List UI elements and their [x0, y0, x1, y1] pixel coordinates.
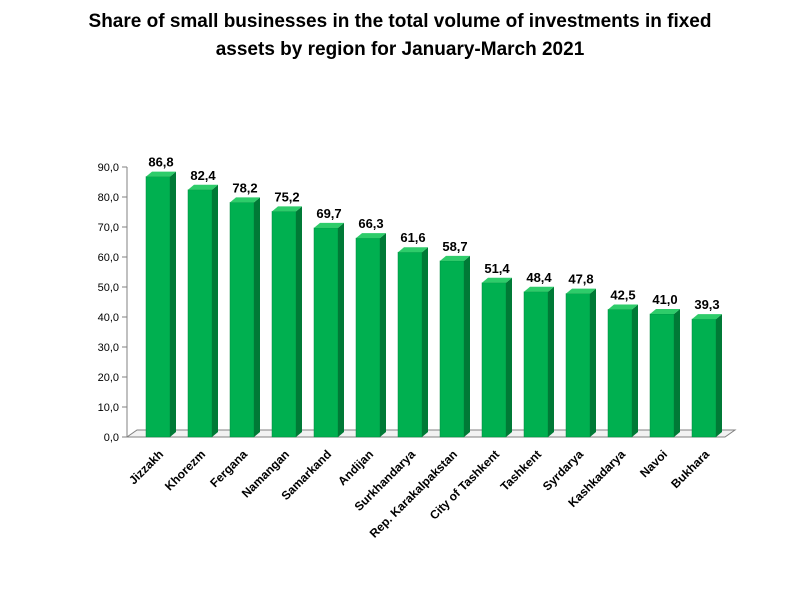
- bar: [271, 206, 302, 438]
- bar-front: [481, 282, 507, 438]
- bar-top: [566, 288, 596, 294]
- bar: [649, 309, 680, 438]
- category-label: Jizzakh: [126, 447, 166, 487]
- bar-top: [692, 314, 722, 320]
- bar-side: [422, 247, 428, 437]
- bar: [229, 197, 260, 438]
- category-label: Andijan: [335, 447, 376, 488]
- y-tick-label: 80,0: [98, 192, 119, 204]
- y-tick-label: 10,0: [98, 402, 119, 414]
- category-label: Tashkent: [498, 447, 545, 494]
- bar-side: [254, 197, 260, 437]
- bar-top: [398, 247, 428, 253]
- bar-front: [691, 318, 717, 438]
- data-label: 39,3: [694, 297, 719, 312]
- bar-top: [146, 171, 176, 177]
- bar: [187, 184, 218, 438]
- bar-front: [313, 227, 339, 438]
- data-label: 69,7: [316, 206, 341, 221]
- bar-front: [397, 251, 423, 438]
- bar-side: [170, 171, 176, 437]
- data-label: 66,3: [358, 216, 383, 231]
- bar-side: [548, 286, 554, 437]
- category-label: Fergana: [207, 447, 250, 490]
- bar-side: [338, 222, 344, 437]
- bar-front: [523, 291, 549, 438]
- bar-side: [296, 206, 302, 437]
- data-label: 78,2: [232, 180, 257, 195]
- data-label: 48,4: [526, 270, 552, 285]
- data-label: 58,7: [442, 239, 467, 254]
- bar: [481, 277, 512, 438]
- y-tick-label: 90,0: [98, 162, 119, 174]
- chart-title: Share of small businesses in the total v…: [20, 8, 780, 64]
- bar: [355, 233, 386, 438]
- category-label: Khorezm: [162, 447, 208, 493]
- bar-top: [188, 184, 218, 190]
- bar-top: [650, 309, 680, 314]
- bar-front: [355, 237, 381, 438]
- bar-side: [716, 314, 722, 437]
- bar: [523, 286, 554, 438]
- chart-title-line-2: assets by region for January-March 2021: [215, 39, 585, 60]
- bar-side: [464, 255, 470, 437]
- bar-top: [230, 197, 260, 203]
- bar-top: [608, 304, 638, 310]
- data-label: 86,8: [148, 155, 173, 170]
- bar-front: [145, 176, 171, 438]
- bar-front: [649, 313, 675, 438]
- category-label: Bukhara: [668, 447, 712, 491]
- y-tick-label: 0,0: [104, 432, 119, 444]
- bar-side: [380, 233, 386, 437]
- data-label: 75,2: [274, 189, 299, 204]
- data-label: 42,5: [610, 288, 635, 303]
- bar: [439, 255, 470, 438]
- category-label: Navoi: [637, 447, 670, 480]
- bar: [607, 304, 638, 438]
- data-label: 41,0: [652, 292, 677, 307]
- bar-side: [632, 304, 638, 437]
- y-tick-label: 40,0: [98, 312, 119, 324]
- bar: [397, 247, 428, 438]
- bar-front: [187, 189, 213, 438]
- bar-side: [590, 288, 596, 437]
- y-tick-label: 50,0: [98, 282, 119, 294]
- data-label: 51,4: [484, 261, 510, 276]
- bar: [313, 222, 344, 438]
- data-label: 61,6: [400, 230, 425, 245]
- bar-front: [271, 211, 297, 438]
- bar-front: [439, 260, 465, 438]
- y-tick-label: 20,0: [98, 372, 119, 384]
- bar-side: [506, 277, 512, 437]
- y-tick-label: 60,0: [98, 252, 119, 264]
- data-label: 47,8: [568, 272, 593, 287]
- chart-bars: [145, 171, 722, 438]
- bar-front: [607, 309, 633, 438]
- bar-top: [440, 255, 470, 261]
- chart-floor: [125, 429, 737, 438]
- bar-front: [565, 293, 591, 438]
- y-tick-label: 30,0: [98, 342, 119, 354]
- bar: [565, 288, 596, 438]
- bar-side: [212, 184, 218, 437]
- bar: [691, 314, 722, 438]
- data-label: 82,4: [190, 168, 216, 183]
- bar-side: [674, 309, 680, 437]
- bar: [145, 171, 176, 438]
- y-tick-label: 70,0: [98, 222, 119, 234]
- bar-top: [314, 222, 344, 228]
- bar-top: [482, 277, 512, 283]
- bar-top: [524, 286, 554, 292]
- bar-front: [229, 202, 255, 438]
- bar-top: [272, 206, 302, 212]
- chart-title-line-1: Share of small businesses in the total v…: [88, 11, 712, 32]
- bar-top: [356, 233, 386, 239]
